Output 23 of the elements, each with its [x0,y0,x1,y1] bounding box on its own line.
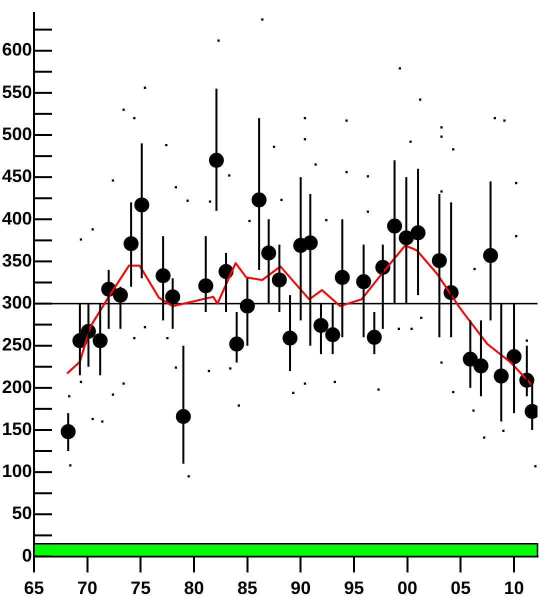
x-tick-label: 70 [77,578,98,598]
y-tick-label: 50 [12,503,32,524]
x-tick-label: 10 [504,578,524,598]
y-tick-label: 450 [2,166,32,186]
y-tick-label: 550 [2,82,32,102]
y-tick-label: 300 [2,292,32,313]
x-tick-label: 85 [237,578,258,598]
x-tick-label: 65 [24,578,44,598]
y-tick-label: 100 [2,461,32,482]
x-tick-label: 95 [344,578,364,598]
x-tick-label: 90 [290,578,311,598]
y-tick-label: 150 [2,418,32,439]
y-tick-label: 200 [2,376,32,397]
y-tick-label: 350 [2,250,32,270]
x-tick-label: 05 [450,578,471,598]
y-tick-label: 600 [2,40,32,60]
y-tick-label: 500 [2,124,32,144]
y-tick-label: 250 [2,334,32,355]
x-tick-label: 80 [184,578,204,598]
x-tick-label: 75 [130,578,151,598]
y-tick-label: 0 [22,545,32,566]
x-tick-label: 00 [397,578,418,598]
y-tick-label: 400 [2,208,32,228]
